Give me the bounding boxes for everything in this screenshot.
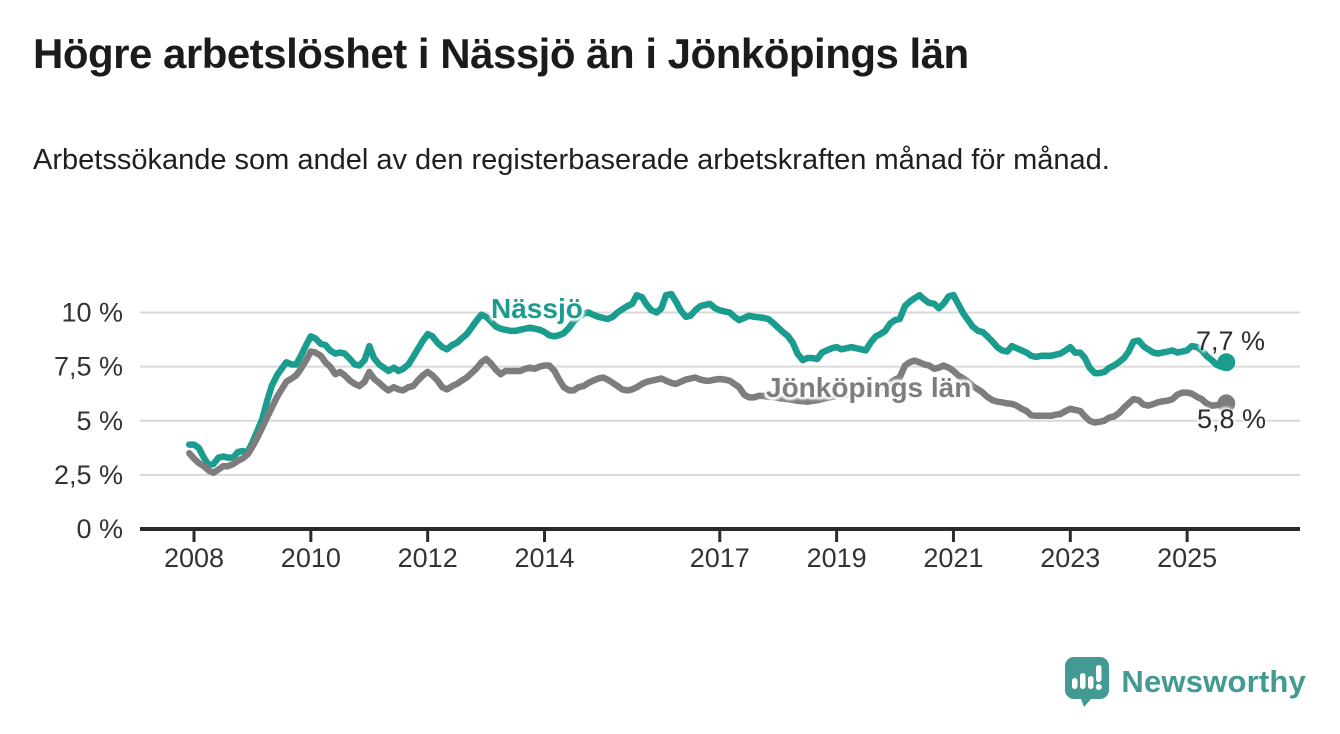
- x-tick-label: 2012: [398, 543, 458, 573]
- logo-bubble-shape: [1065, 657, 1110, 707]
- newsworthy-logo-text: Newsworthy: [1121, 664, 1306, 699]
- y-tick-label: 0 %: [76, 514, 123, 544]
- series-label-nassjo: Nässjö: [491, 293, 583, 324]
- logo-bars-icon: [1072, 665, 1103, 690]
- x-tick-label: 2010: [281, 543, 341, 573]
- newsworthy-logo-icon: [1065, 657, 1110, 707]
- latest-value-nassjo: 7,7 %: [1196, 326, 1266, 356]
- y-tick-label: 7,5 %: [54, 352, 123, 382]
- page-title: Högre arbetslöshet i Nässjö än i Jönköpi…: [33, 30, 969, 77]
- series-line-nassjo: [186, 290, 1230, 469]
- y-tick-label: 10 %: [61, 298, 123, 328]
- x-tick-label: 2019: [807, 543, 867, 573]
- series-line-jonkopings-lan: [186, 348, 1230, 476]
- y-tick-label: 5 %: [76, 406, 123, 436]
- y-tick-label: 2,5 %: [54, 460, 123, 490]
- latest-value-jonkopings-lan: 5,8 %: [1197, 404, 1267, 434]
- x-tick-label: 2017: [690, 543, 750, 573]
- series-end-dot-jonkopings-lan: [1217, 394, 1236, 413]
- x-tick-label: 2025: [1157, 543, 1217, 573]
- series-end-dot-nassjo: [1217, 353, 1236, 372]
- x-tick-label: 2023: [1040, 543, 1100, 573]
- x-tick-label: 2014: [514, 543, 574, 573]
- x-tick-label: 2008: [164, 543, 224, 573]
- page-subtitle: Arbetssökande som andel av den registerb…: [33, 144, 1110, 176]
- series-label-jonkopings-lan: Jönköpings län: [766, 372, 972, 403]
- newsworthy-logo: Newsworthy: [1064, 656, 1306, 708]
- x-tick-label: 2021: [923, 543, 983, 573]
